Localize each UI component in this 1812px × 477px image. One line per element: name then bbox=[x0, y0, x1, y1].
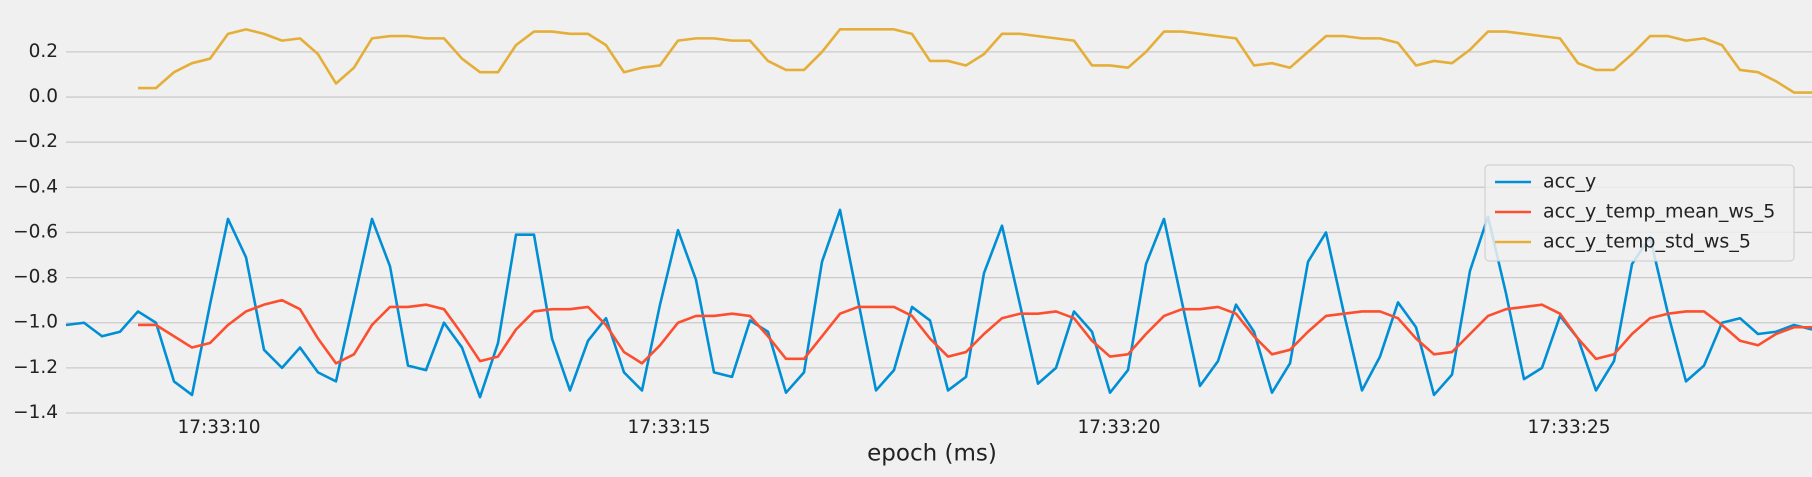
y-tick-label: −0.8 bbox=[13, 267, 58, 288]
y-tick-label: −0.6 bbox=[13, 221, 58, 242]
series-line bbox=[138, 298, 1812, 365]
legend-label: acc_y_temp_std_ws_5 bbox=[1543, 231, 1751, 253]
y-tick-label: 0.0 bbox=[29, 86, 58, 107]
series-line bbox=[65, 208, 1812, 399]
y-tick-label: −1.0 bbox=[13, 312, 58, 333]
y-tick-label: −0.2 bbox=[13, 131, 58, 152]
series-line bbox=[138, 28, 1812, 94]
x-axis-label: epoch (ms) bbox=[867, 441, 997, 467]
ticks: 0.2 0.0 −0.2 −0.4 −0.6 −0.8 −1.0 −1.2 −1.4 17:33:… bbox=[13, 41, 1610, 438]
y-tick-label: −1.2 bbox=[13, 357, 58, 378]
y-tick-label: −1.4 bbox=[13, 402, 58, 423]
legend-label: acc_y_temp_mean_ws_5 bbox=[1543, 201, 1775, 223]
y-tick-label: −0.4 bbox=[13, 176, 58, 197]
grid bbox=[66, 51, 1812, 414]
y-tick-label: 0.2 bbox=[29, 41, 58, 62]
x-tick-label: 17:33:10 bbox=[177, 417, 260, 438]
legend-label: acc_y bbox=[1543, 171, 1596, 193]
plot-lines bbox=[65, 28, 1812, 399]
x-tick-label: 17:33:15 bbox=[627, 417, 710, 438]
legend: acc_y acc_y_temp_mean_ws_5 acc_y_temp_std_… bbox=[1484, 164, 1795, 262]
x-tick-label: 17:33:20 bbox=[1077, 417, 1160, 438]
legend-box bbox=[1484, 164, 1795, 262]
x-tick-label: 17:33:25 bbox=[1527, 417, 1610, 438]
